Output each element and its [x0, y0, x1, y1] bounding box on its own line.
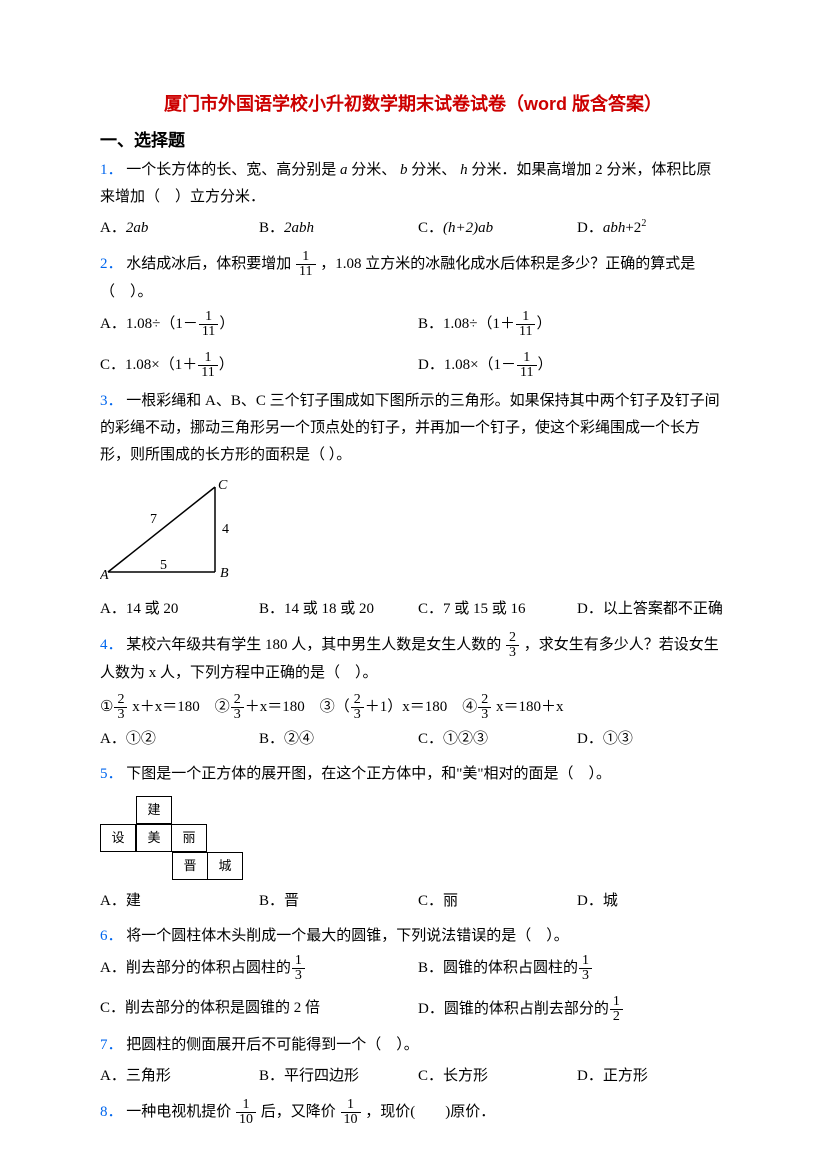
q3-text: 一根彩绳和 A、B、C 三个钉子围成如下图所示的三角形。如果保持其中两个钉子及钉… [100, 393, 720, 463]
q8-number: 8． [100, 1104, 123, 1120]
q3-optA: A．14 或 20 [100, 596, 249, 623]
q7-optC: C．长方形 [418, 1063, 567, 1090]
q2-optD: D．1.08×（1－111） [418, 351, 726, 380]
q6-number: 6． [100, 928, 123, 944]
question-1: 1． 一个长方体的长、宽、高分别是 a 分米、 b 分米、 h 分米．如果高增加… [100, 157, 726, 242]
q5-optB: B．晋 [259, 888, 408, 915]
q7-optA: A．三角形 [100, 1063, 249, 1090]
svg-text:B: B [220, 566, 229, 581]
svg-text:C: C [218, 478, 228, 493]
q6-optA: A．削去部分的体积占圆柱的13 [100, 954, 408, 983]
svg-text:A: A [100, 568, 109, 582]
q7-text: 把圆柱的侧面展开后不可能得到一个（ ）。 [126, 1037, 419, 1053]
q6-optC: C．削去部分的体积是圆锥的 2 倍 [100, 995, 408, 1024]
q3-optD: D．以上答案都不正确 [577, 596, 726, 623]
q1-text-b: 分米、 [351, 162, 396, 178]
question-5: 5． 下图是一个正方体的展开图，在这个正方体中，和"美"相对的面是（ ）。 建 … [100, 761, 726, 915]
q8-text-a: 一种电视机提价 [126, 1104, 231, 1120]
q1-optA: A．2ab [100, 215, 249, 242]
question-4: 4． 某校六年级共有学生 180 人，其中男生人数是女生人数的 23 ，求女生有… [100, 631, 726, 753]
question-7: 7． 把圆柱的侧面展开后不可能得到一个（ ）。 A．三角形 B．平行四边形 C．… [100, 1032, 726, 1090]
q4-number: 4． [100, 637, 123, 653]
q7-optD: D．正方形 [577, 1063, 726, 1090]
q1-number: 1． [100, 162, 123, 178]
question-8: 8． 一种电视机提价 110 后，又降价 110 ，现价( )原价． [100, 1098, 726, 1127]
q2-optB: B．1.08÷（1＋111） [418, 310, 726, 339]
q5-number: 5． [100, 766, 123, 782]
q6-text: 将一个圆柱体木头削成一个最大的圆锥，下列说法错误的是（ ）。 [126, 928, 569, 944]
section-heading: 一、选择题 [100, 126, 726, 151]
q3-optB: B．14 或 18 或 20 [259, 596, 408, 623]
q2-number: 2． [100, 256, 123, 272]
q5-optD: D．城 [577, 888, 726, 915]
q8-text-c: ，现价( )原价． [365, 1104, 495, 1120]
q2-text-a: 水结成冰后，体积要增加 [126, 256, 291, 272]
q8-text-b: 后，又降价 [261, 1104, 336, 1120]
q5-net-figure: 建 设 美 丽 晋 城 [100, 796, 726, 880]
q1-optC: C．(h+2)ab [418, 215, 567, 242]
q2-optA: A．1.08÷（1－111） [100, 310, 408, 339]
q1-var-b: b [400, 162, 408, 178]
q1-text-c: 分米、 [411, 162, 456, 178]
q1-var-a: a [340, 162, 348, 178]
svg-text:5: 5 [160, 558, 167, 573]
q2-optC: C．1.08×（1＋111） [100, 351, 408, 380]
question-6: 6． 将一个圆柱体木头削成一个最大的圆锥，下列说法错误的是（ ）。 A．削去部分… [100, 923, 726, 1024]
svg-text:4: 4 [222, 522, 229, 537]
svg-text:7: 7 [150, 512, 157, 527]
q3-optC: C．7 或 15 或 16 [418, 596, 567, 623]
q5-optA: A．建 [100, 888, 249, 915]
q7-optB: B．平行四边形 [259, 1063, 408, 1090]
q1-optD: D．abh+22 [577, 215, 726, 242]
q3-triangle-figure: A B C 5 7 4 [100, 477, 726, 592]
q4-text-a: 某校六年级共有学生 180 人，其中男生人数是女生人数的 [126, 637, 501, 653]
q3-number: 3． [100, 393, 123, 409]
q6-optB: B．圆锥的体积占圆柱的13 [418, 954, 726, 983]
q4-optC: C．①②③ [418, 726, 567, 753]
q4-optB: B．②④ [259, 726, 408, 753]
exam-title: 厦门市外国语学校小升初数学期末试卷试卷（word 版含答案） [100, 90, 726, 116]
question-3: 3． 一根彩绳和 A、B、C 三个钉子围成如下图所示的三角形。如果保持其中两个钉… [100, 388, 726, 623]
q1-var-h: h [460, 162, 468, 178]
q5-text: 下图是一个正方体的展开图，在这个正方体中，和"美"相对的面是（ ）。 [126, 766, 611, 782]
q1-text-a: 一个长方体的长、宽、高分别是 [126, 162, 336, 178]
q5-optC: C．丽 [418, 888, 567, 915]
q4-optA: A．①② [100, 726, 249, 753]
q1-optB: B．2abh [259, 215, 408, 242]
q4-optD: D．①③ [577, 726, 726, 753]
q7-number: 7． [100, 1037, 123, 1053]
q6-optD: D．圆锥的体积占削去部分的12 [418, 995, 726, 1024]
question-2: 2． 水结成冰后，体积要增加 111 ，1.08 立方米的冰融化成水后体积是多少… [100, 250, 726, 380]
